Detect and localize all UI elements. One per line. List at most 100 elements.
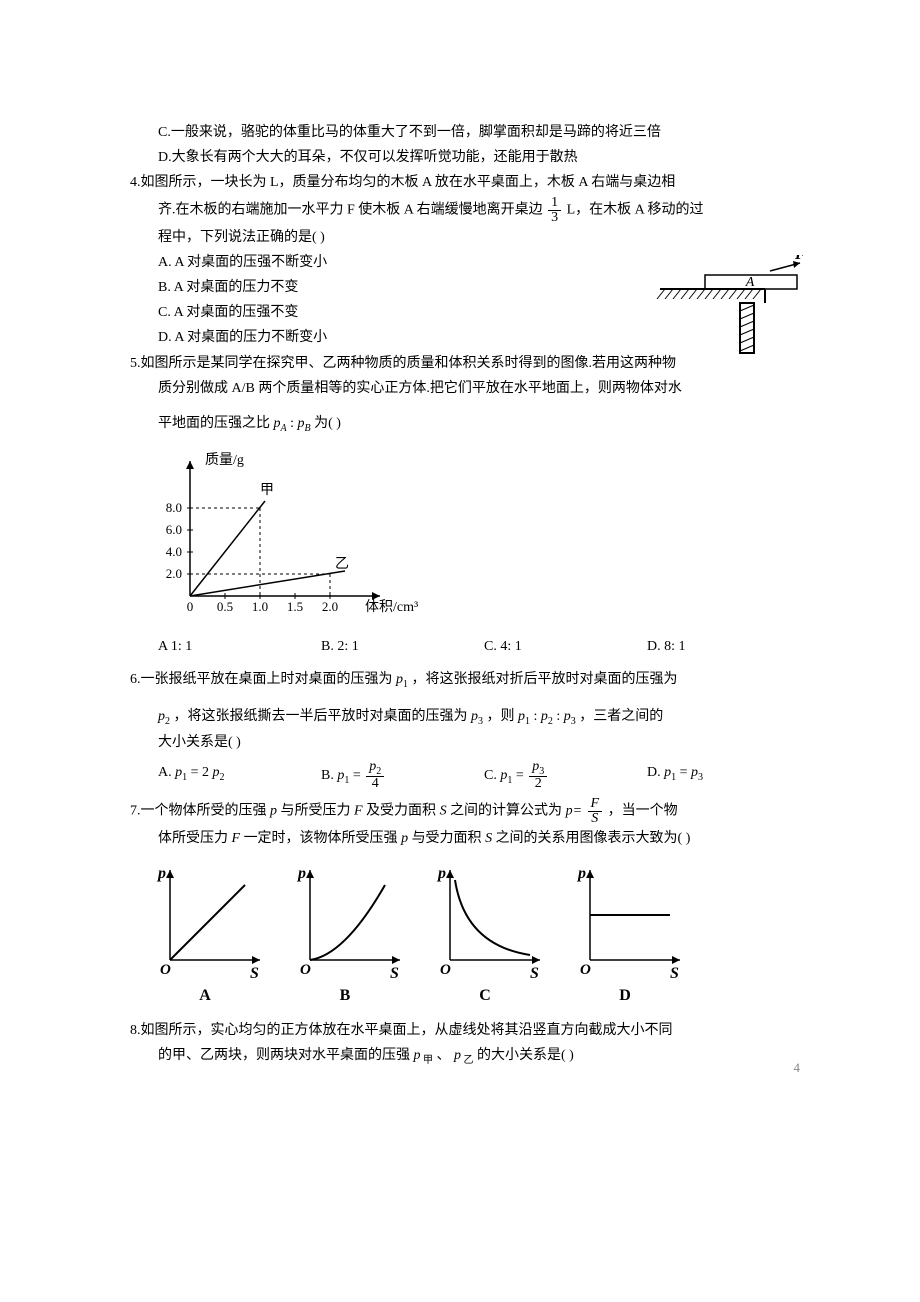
page-number: 4 bbox=[794, 1056, 801, 1079]
q4-diagram: A F bbox=[655, 255, 805, 365]
q7-stem-1e: ，当一个物 bbox=[608, 804, 678, 819]
q6-eqA-rs: 2 bbox=[220, 771, 225, 782]
q4-stem-2b: L，在木板 A 移动的过 bbox=[567, 202, 704, 217]
q8-stem-2b: 、 bbox=[437, 1048, 451, 1063]
q6-p2b: p bbox=[541, 709, 548, 724]
q6-eqD-rs: 3 bbox=[698, 771, 703, 782]
q4-frac-num: 1 bbox=[548, 196, 561, 211]
q7-p2: p bbox=[401, 831, 408, 846]
q6-p1bs: 1 bbox=[525, 715, 530, 726]
q6-eqA-mid: = 2 bbox=[191, 765, 209, 780]
svg-text:2.0: 2.0 bbox=[166, 566, 182, 581]
q8-stem-line2: 的甲、乙两块，则两块对水平桌面的压强 p 甲 、 p 乙 的大小关系是( ) bbox=[130, 1043, 810, 1070]
q8-pj: p bbox=[414, 1048, 421, 1063]
q3-option-d: D.大象长有两个大大的耳朵，不仅可以发挥听觉功能，还能用于散热 bbox=[130, 145, 810, 170]
svg-text:O: O bbox=[580, 962, 591, 978]
svg-text:O: O bbox=[160, 962, 171, 978]
q6-p3b: p bbox=[564, 709, 571, 724]
svg-text:0.5: 0.5 bbox=[217, 599, 233, 614]
q4-stem-line1: 4.如图所示，一块长为 L，质量分布均匀的木板 A 放在水平桌面上，木板 A 右… bbox=[130, 170, 810, 195]
q4-stem-line2: 齐.在木板的右端施加一水平力 F 使木板 A 右端缓慢地离开桌边 1 3 L，在… bbox=[130, 196, 810, 225]
svg-text:S: S bbox=[670, 965, 679, 982]
svg-text:O: O bbox=[300, 962, 311, 978]
q6-stem-line2: p2 ，将这张报纸撕去一半后平放时对桌面的压强为 p3 ，则 p1 : p2 :… bbox=[130, 704, 810, 731]
q6-stem-2d: : bbox=[556, 709, 563, 724]
q7-stem-1d: 之间的计算公式为 bbox=[450, 804, 566, 819]
q6-stem-2a: ，将这张报纸撕去一半后平放时对桌面的压强为 bbox=[174, 709, 472, 724]
q8-stem-2a: 的甲、乙两块，则两块对水平桌面的压强 bbox=[158, 1048, 414, 1063]
q6-eqB-frac: p2 4 bbox=[366, 760, 384, 792]
q5-xlabel: 体积/cm³ bbox=[365, 599, 418, 615]
q5-stem-3b: 为( ) bbox=[314, 416, 341, 431]
q4-frac-den: 3 bbox=[548, 211, 561, 225]
q7-S2: S bbox=[485, 831, 492, 846]
q6-p2s: 2 bbox=[165, 715, 170, 726]
svg-text:O: O bbox=[440, 962, 451, 978]
q5-series-jia: 甲 bbox=[260, 483, 274, 498]
svg-text:6.0: 6.0 bbox=[166, 522, 182, 537]
q5-stem-3a: 平地面的压强之比 bbox=[158, 416, 274, 431]
svg-text:A: A bbox=[199, 987, 211, 1004]
q6-p1: p bbox=[396, 672, 403, 687]
q7-formula-lhs: p= bbox=[566, 804, 582, 819]
q8-py-sub: 乙 bbox=[461, 1055, 474, 1066]
svg-text:4.0: 4.0 bbox=[166, 544, 182, 559]
q7-stem-2d: 之间的关系用图像表示大致为( ) bbox=[496, 831, 691, 846]
q8-py: p bbox=[454, 1048, 461, 1063]
q6-eqC-nums: 3 bbox=[539, 765, 544, 776]
q6-p1b: p bbox=[518, 709, 525, 724]
q6-optA-pre: A. bbox=[158, 765, 175, 780]
q5-ratio-sep: : bbox=[290, 416, 297, 431]
q7-formula-frac: F S bbox=[588, 797, 603, 826]
q5-chart: 质量/g 体积/cm³ 2.0 4.0 6.0 8.0 0 0.5 1.0 1.… bbox=[130, 446, 810, 626]
q5-stem-line3: 平地面的压强之比 pA : pB 为( ) bbox=[130, 411, 810, 438]
q6-eqA-ls: 1 bbox=[182, 771, 187, 782]
q6-stem-1b: ，将这张报纸对折后平放时对桌面的压强为 bbox=[412, 672, 678, 687]
svg-text:p: p bbox=[436, 865, 446, 882]
q6-option-d: D. p1 = p3 bbox=[647, 760, 810, 792]
q6-eqC-eq: = bbox=[516, 768, 527, 783]
svg-text:p: p bbox=[156, 865, 166, 882]
q7-stem-line1: 7.一个物体所受的压强 p 与所受压力 F 及受力面积 S 之间的计算公式为 p… bbox=[130, 797, 810, 826]
q5-option-c: C. 4: 1 bbox=[484, 634, 647, 659]
q8-pj-sub: 甲 bbox=[421, 1055, 434, 1066]
q6-eqB-ls: 1 bbox=[344, 775, 349, 786]
q6-stem-2b: ，则 bbox=[487, 709, 519, 724]
q6-stem-line3: 大小关系是( ) bbox=[130, 730, 810, 755]
q4-frac: 1 3 bbox=[548, 196, 561, 225]
q7-stem-1c: 及受力面积 bbox=[366, 804, 440, 819]
svg-text:0: 0 bbox=[187, 599, 194, 614]
q6-eqD-r: p bbox=[691, 765, 698, 780]
q7-graphs: p O S A p O S B p O S C bbox=[130, 860, 810, 1010]
svg-text:S: S bbox=[390, 965, 399, 982]
q6-p2bs: 2 bbox=[548, 715, 553, 726]
svg-text:S: S bbox=[530, 965, 539, 982]
q6-options: A. p1 = 2 p2 B. p1 = p2 4 C. p1 = p3 2 D… bbox=[130, 760, 810, 792]
q6-eqD-eq: = bbox=[680, 765, 691, 780]
q4-label-a: A bbox=[745, 275, 755, 290]
q6-eqC-den: 2 bbox=[529, 777, 547, 791]
q6-eqD-ls: 1 bbox=[671, 771, 676, 782]
q5-option-a: A 1: 1 bbox=[158, 634, 321, 659]
q6-stem-line1: 6.一张报纸平放在桌面上时对桌面的压强为 p1 ，将这张报纸对折后平放时对桌面的… bbox=[130, 667, 810, 694]
q6-eqB-eq: = bbox=[353, 768, 364, 783]
svg-text:p: p bbox=[576, 865, 586, 882]
q5-stem-line2: 质分别做成 A/B 两个质量相等的实心正方体.把它们平放在水平地面上，则两物体对… bbox=[130, 376, 810, 401]
q7-stem-2c: 与受力面积 bbox=[412, 831, 486, 846]
q7-p: p bbox=[270, 804, 277, 819]
q5-option-d: D. 8: 1 bbox=[647, 634, 810, 659]
q4-stem-2a: 齐.在木板的右端施加一水平力 F 使木板 A 右端缓慢地离开桌边 bbox=[158, 202, 543, 217]
q8-stem-2c: 的大小关系是( ) bbox=[477, 1048, 574, 1063]
svg-text:1.0: 1.0 bbox=[252, 599, 268, 614]
q7-F: F bbox=[354, 804, 363, 819]
q6-p3bs: 3 bbox=[571, 715, 576, 726]
q6-stem-2e: ，三者之间的 bbox=[579, 709, 663, 724]
q8-stem-line1: 8.如图所示，实心均匀的正方体放在水平桌面上，从虚线处将其沿竖直方向截成大小不同 bbox=[130, 1018, 810, 1043]
q4-stem-line3: 程中，下列说法正确的是( ) bbox=[130, 225, 810, 250]
q7-S: S bbox=[440, 804, 447, 819]
q7-stem-1b: 与所受压力 bbox=[281, 804, 355, 819]
q6-p3: p bbox=[471, 709, 478, 724]
q5-pb: p bbox=[298, 416, 305, 431]
q6-p2: p bbox=[158, 709, 165, 724]
svg-text:B: B bbox=[340, 987, 351, 1004]
